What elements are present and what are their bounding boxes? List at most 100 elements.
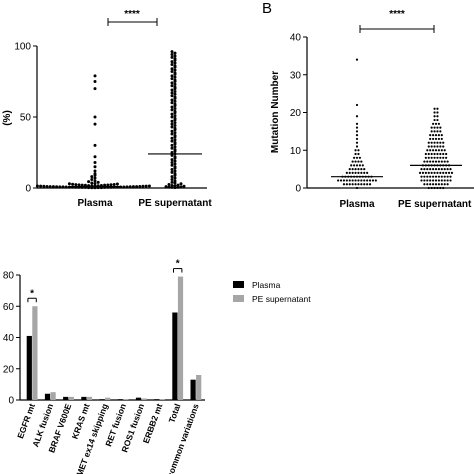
panel-a-y-label: (%) — [2, 110, 13, 126]
panel-b-point — [443, 183, 446, 186]
panel-b-point — [350, 164, 353, 167]
panel-b-point — [429, 179, 432, 182]
panel-b-point — [437, 179, 440, 182]
panel-b-point — [437, 149, 440, 152]
panel-a-point — [173, 95, 177, 99]
panel-b-point — [446, 175, 449, 178]
panel-b-point — [429, 183, 432, 186]
panel-b-point — [423, 179, 426, 182]
panel-a-point — [170, 139, 174, 143]
panel-a-point — [173, 176, 177, 180]
panel-b-point — [432, 137, 435, 141]
panel-b-point — [436, 126, 439, 129]
panel-a-point — [173, 165, 177, 169]
panel-b-point — [443, 149, 446, 152]
panel-b-point — [355, 156, 359, 159]
panel-a-point — [173, 148, 177, 152]
panel-a-point — [176, 185, 180, 189]
panel-b-point — [357, 179, 360, 182]
panel-a-point — [173, 181, 177, 185]
panel-b-point — [433, 171, 436, 174]
panel-b-point — [442, 171, 445, 174]
panel-b-point — [354, 171, 357, 174]
panel-b-point — [354, 183, 357, 186]
bar-plasma-3 — [81, 396, 87, 400]
panel-b-point — [351, 160, 354, 163]
panel-b-point — [437, 122, 440, 125]
panel-a-point — [170, 94, 174, 98]
panel-a-point — [167, 185, 171, 189]
panel-a-point — [170, 183, 174, 187]
panel-b-y-tick-label-40: 40 — [290, 33, 302, 44]
panel-b-point — [443, 175, 446, 178]
panel-b-point — [360, 179, 363, 182]
panel-a-point — [93, 143, 97, 147]
panel-b-point — [420, 175, 423, 178]
panel-a-point — [93, 176, 97, 180]
panel-b-point — [440, 175, 443, 178]
panel-b-point — [436, 156, 439, 159]
bar-pe-2 — [68, 396, 74, 400]
panel-b-point — [427, 145, 430, 148]
panel-a-point — [170, 119, 174, 123]
panel-a-point — [141, 184, 145, 188]
panel-b-point — [355, 58, 359, 61]
panel-a-point — [170, 125, 174, 129]
panel-a-point — [128, 185, 132, 189]
panel-a-point — [122, 185, 126, 189]
panel-b-point — [433, 115, 436, 118]
panel-b-point — [437, 160, 440, 163]
panel-b-point — [440, 179, 443, 182]
panel-b-point — [421, 171, 425, 174]
panel-b-point — [354, 152, 357, 156]
panel-b-point — [432, 134, 435, 137]
panel-b-point — [424, 171, 427, 174]
panel-b-point — [355, 122, 359, 125]
panel-b-point — [357, 152, 360, 156]
panel-b-point — [418, 171, 422, 174]
panel-b-point — [345, 183, 348, 186]
panel-b-point — [337, 179, 340, 182]
panel-b-point — [440, 134, 443, 137]
panel-b-point — [342, 179, 346, 182]
panel-a-point — [164, 185, 168, 189]
panel-b-point — [437, 134, 440, 137]
sig-label-0: * — [30, 288, 34, 299]
panel-b-point — [434, 137, 438, 141]
panel-b-point — [353, 156, 356, 159]
panel-a-point — [170, 143, 174, 147]
panel-b-point — [429, 175, 432, 178]
panel-a-point — [173, 61, 177, 65]
panel-a-point — [80, 183, 84, 187]
panel-b-point — [436, 145, 439, 148]
panel-a-point — [173, 75, 177, 79]
panel-b-point — [437, 175, 440, 178]
panel-a-point — [173, 99, 177, 103]
panel-a-point — [170, 53, 174, 57]
panel-b-point — [427, 186, 430, 190]
panel-b-point — [345, 171, 348, 174]
panel-a-point — [173, 68, 177, 72]
panel-b-point — [420, 168, 423, 171]
panel-b-point — [354, 149, 357, 152]
panel-a-point — [93, 115, 97, 119]
panel-a-point — [173, 172, 177, 176]
panel-a-point — [170, 151, 174, 154]
panel-b-point — [449, 168, 452, 171]
panel-a-point — [93, 169, 97, 173]
panel-b-point — [440, 137, 443, 141]
panel-b-point — [432, 160, 435, 163]
panel-b-point — [366, 179, 369, 182]
panel-a-point — [173, 131, 177, 135]
panel-b-point — [368, 179, 372, 182]
panel-a-point — [71, 182, 75, 186]
legend-label-plasma: Plasma — [252, 280, 281, 290]
panel-a-point — [173, 102, 177, 106]
panel-c-y-tick-label-0: 0 — [8, 396, 14, 407]
panel-a-point — [173, 184, 177, 188]
panel-b-point — [361, 164, 364, 167]
panel-b-point — [439, 141, 442, 144]
panel-b-point — [355, 186, 359, 190]
panel-c-significance: ** — [27, 259, 183, 303]
